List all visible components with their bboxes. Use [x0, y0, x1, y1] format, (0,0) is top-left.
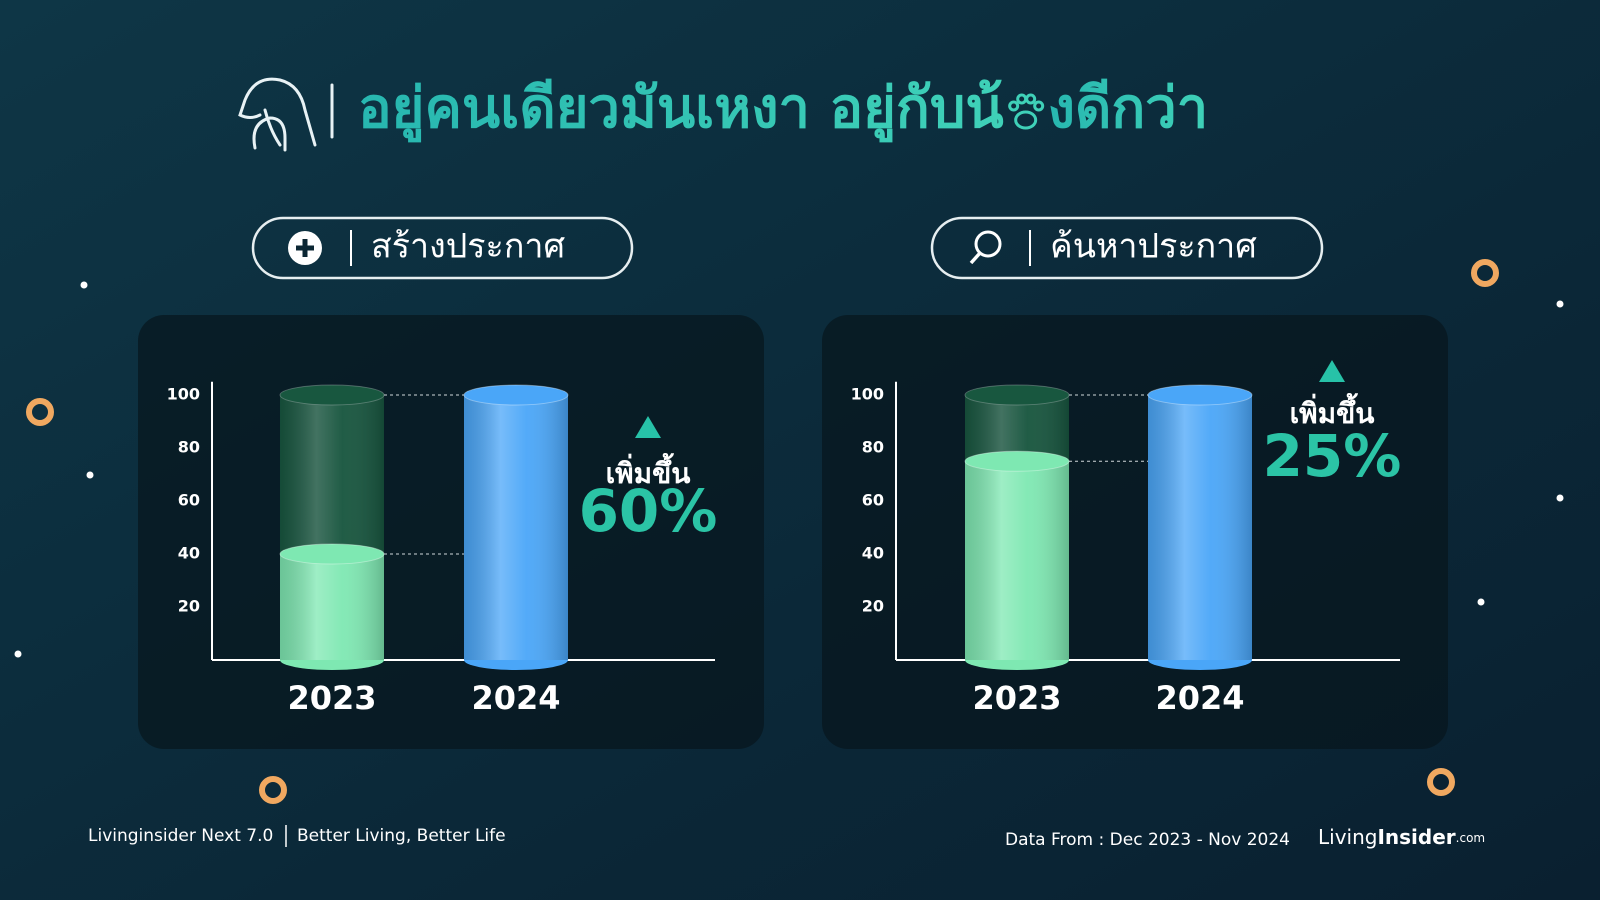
bar: [463, 384, 569, 670]
y-tick-label: 80: [178, 438, 200, 457]
search-icon: [969, 251, 982, 265]
title-end: งดีกว่า: [1048, 76, 1209, 141]
decorations: [26, 259, 1499, 804]
x-tick-label: 2024: [1155, 679, 1244, 717]
button-label: สร้างประกาศ: [371, 227, 565, 267]
cylinder-top: [279, 384, 385, 406]
x-tick-label: 2023: [287, 679, 376, 717]
cylinder-shade: [464, 395, 568, 660]
y-tick-label: 60: [862, 491, 884, 510]
y-tick-label: 40: [178, 544, 200, 563]
logo: LivingInsider.com: [1318, 825, 1485, 849]
cylinder-top: [279, 543, 385, 565]
logo-part: Living: [1318, 825, 1377, 849]
logo-part: .com: [1456, 831, 1485, 845]
cylinder-shade: [965, 461, 1069, 660]
title-start: อยู่คนเดียวมันเหงา อยู่กับน้: [358, 76, 1004, 143]
logo-part: Insider: [1377, 825, 1455, 849]
up-arrow: [635, 416, 661, 438]
annotation: เพิ่มขึ้น: [1290, 392, 1375, 430]
y-tick-label: 20: [862, 597, 884, 616]
search-icon: [974, 230, 1002, 258]
pet-icon: [238, 77, 334, 152]
bar: [964, 450, 1070, 670]
y-tick-label: 100: [167, 385, 200, 404]
y-tick-label: 80: [862, 438, 884, 457]
button[interactable]: [930, 216, 1324, 280]
y-tick-label: 20: [178, 597, 200, 616]
paw-icon: [1008, 93, 1045, 130]
change-label: 25%: [1263, 422, 1402, 490]
annotation: เพิ่มขึ้น: [606, 452, 691, 490]
cylinder-top: [964, 384, 1070, 406]
button-label: ค้นหาประกาศ: [1050, 227, 1257, 267]
y-tick-label: 40: [862, 544, 884, 563]
footer-slogan: Better Living, Better Life: [297, 826, 506, 846]
button[interactable]: [251, 216, 634, 280]
cylinder-top: [463, 384, 569, 406]
cylinder-shade: [1148, 395, 1252, 660]
footer-brand: Livinginsider Next 7.0: [88, 826, 273, 846]
cylinder-shade: [280, 554, 384, 660]
cylinder-top: [964, 450, 1070, 472]
bar: [279, 543, 385, 670]
panel: [822, 315, 1448, 749]
x-tick-label: 2023: [972, 679, 1061, 717]
cylinder-top: [1147, 384, 1253, 406]
footer-source: Data From : Dec 2023 - Nov 2024: [1005, 830, 1290, 850]
plus-icon: [296, 239, 314, 257]
change-label: 60%: [579, 477, 718, 545]
dots: [14, 281, 1564, 658]
bar: [1147, 384, 1253, 670]
y-tick-label: 100: [851, 385, 884, 404]
y-tick-label: 60: [178, 491, 200, 510]
up-arrow: [1319, 360, 1345, 382]
x-tick-label: 2024: [471, 679, 560, 717]
